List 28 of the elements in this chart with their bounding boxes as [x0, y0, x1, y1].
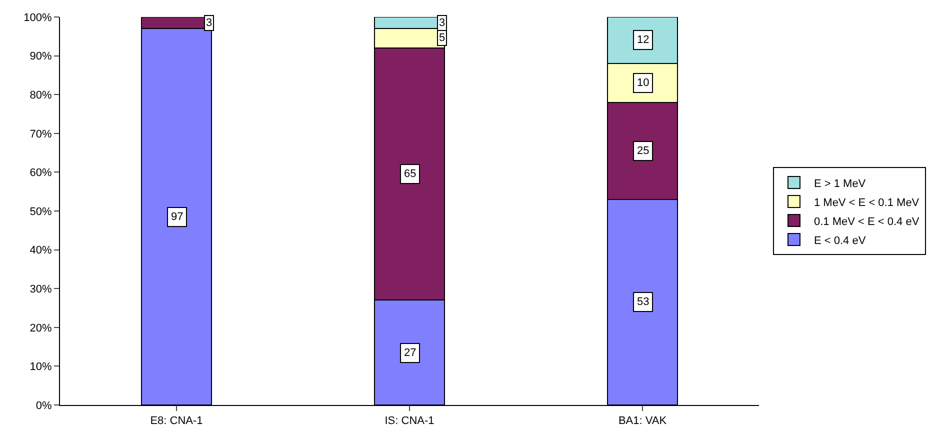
data-label: 3 — [206, 17, 212, 29]
x-tick-label: IS: CNA-1 — [384, 415, 434, 428]
x-tick-label: E8: CNA-1 — [150, 415, 203, 428]
data-label: 65 — [404, 168, 416, 180]
x-tick-label: BA1: VAK — [618, 415, 668, 428]
y-tick-label: 50% — [30, 206, 52, 218]
data-label: 3 — [439, 17, 446, 29]
legend-label: 0.1 MeV < E < 0.4 eV — [814, 216, 920, 228]
y-tick-label: 90% — [30, 50, 52, 63]
data-label: 5 — [439, 32, 446, 44]
y-tick-label: 60% — [30, 167, 52, 180]
y-tick-label: 100% — [24, 12, 52, 24]
legend-label: E < 0.4 eV — [814, 234, 866, 247]
data-label: 27 — [404, 347, 416, 359]
y-tick-label: 80% — [30, 89, 52, 102]
data-label: 53 — [637, 296, 650, 308]
y-tick-label: 40% — [30, 244, 52, 257]
data-label: 12 — [637, 34, 650, 46]
legend-label: E > 1 MeV — [814, 178, 866, 190]
y-tick-label: 0% — [36, 400, 52, 412]
data-label: 25 — [637, 145, 650, 157]
y-tick-label: 10% — [30, 361, 52, 374]
legend-label: 1 MeV < E < 0.1 MeV — [814, 196, 920, 209]
y-tick-label: 70% — [30, 128, 52, 140]
y-tick-label: 30% — [30, 283, 52, 296]
y-tick-label: 20% — [30, 322, 52, 334]
data-label: 10 — [637, 77, 650, 89]
data-label: 97 — [171, 211, 184, 223]
